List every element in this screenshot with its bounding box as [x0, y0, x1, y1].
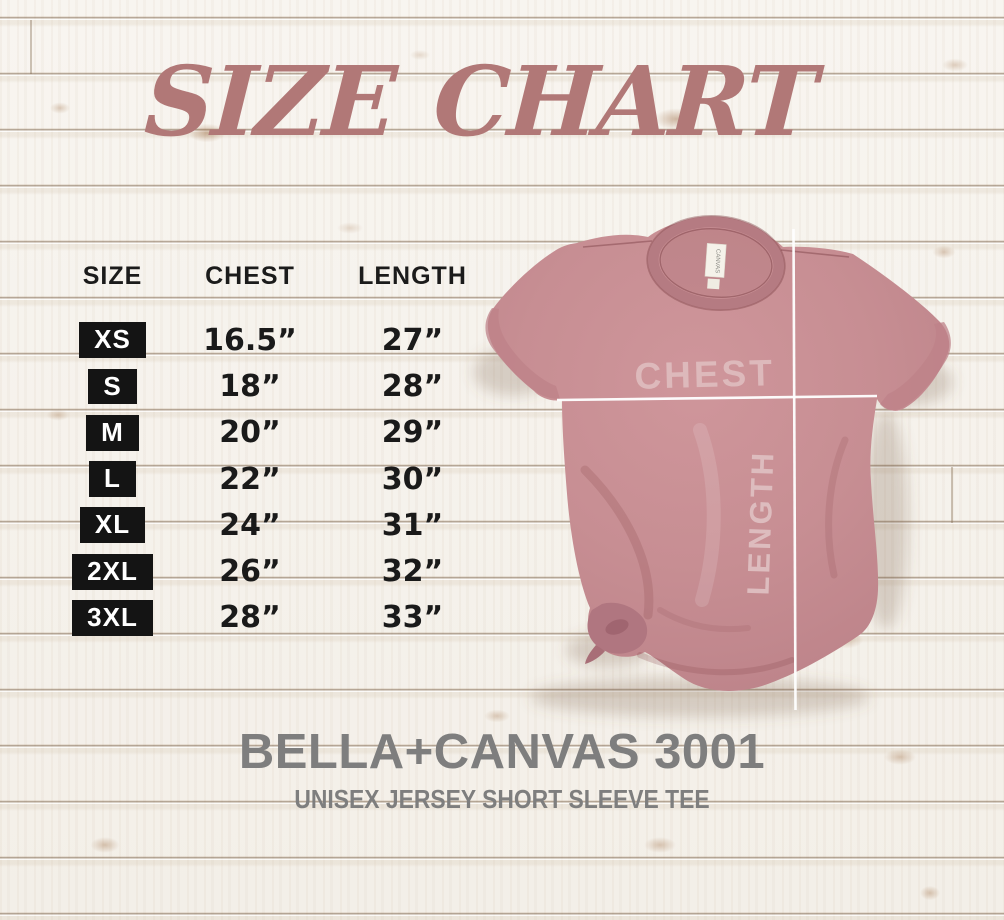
size-badge: XS: [79, 322, 146, 359]
length-value: 33”: [381, 600, 444, 636]
product-name: BELLA+CANVAS 3001: [238, 725, 766, 779]
hem-knot: [585, 602, 648, 664]
chest-value: 26”: [219, 554, 281, 590]
left-sleeve-cuff: [485, 308, 560, 399]
table-header-row: SIZE CHEST LENGTH: [50, 262, 500, 291]
length-value: 32”: [381, 554, 444, 590]
column-header-length: LENGTH: [358, 262, 467, 290]
chest-label: CHEST: [634, 352, 775, 397]
length-measure-line: [792, 228, 797, 711]
column-header-size: SIZE: [82, 262, 143, 290]
column-header-chest: CHEST: [205, 262, 295, 290]
table-row: M 20” 29”: [50, 410, 500, 456]
length-value: 29”: [381, 415, 444, 451]
product-subtitle-text: UNISEX JERSEY SHORT SLEEVE TEE: [294, 784, 710, 814]
size-badge: XL: [79, 507, 146, 544]
neck-tag: CANVAS: [704, 243, 727, 290]
table-row: S 18” 28”: [50, 363, 500, 409]
length-value: 31”: [381, 507, 444, 543]
neck-tag-text: CANVAS: [714, 249, 721, 273]
tshirt-body: [487, 218, 950, 691]
table-row: XL 24” 31”: [50, 502, 500, 548]
chest-value: 24”: [219, 507, 281, 543]
chest-measure-line: [556, 394, 878, 402]
length-value: 30”: [381, 461, 444, 497]
table-row: L 22” 30”: [50, 456, 500, 502]
length-value: 28”: [381, 368, 444, 404]
size-badge: 2XL: [72, 553, 153, 590]
table-body: XS 16.5” 27” S 18” 28” M 20” 29” L 22” 3…: [50, 317, 500, 641]
right-sleeve-cuff: [880, 322, 951, 411]
plank-joint: [951, 467, 953, 523]
size-badge: S: [88, 368, 137, 405]
chest-value: 16.5”: [203, 322, 297, 358]
size-badge: 3XL: [72, 599, 153, 636]
plank-joint: [30, 20, 32, 74]
length-label: LENGTH: [740, 449, 780, 596]
table-row: XS 16.5” 27”: [50, 317, 500, 363]
size-badge: M: [86, 414, 139, 451]
chest-value: 28”: [219, 600, 281, 636]
length-value: 27”: [381, 322, 444, 358]
size-table: SIZE CHEST LENGTH XS 16.5” 27” S 18” 28”…: [50, 262, 500, 641]
fabric-wrinkles: [580, 423, 849, 676]
size-badge: L: [89, 461, 136, 497]
chest-value: 20”: [219, 415, 281, 451]
table-row: 2XL 26” 32”: [50, 548, 500, 594]
chest-value: 18”: [219, 368, 281, 404]
product-subtitle: UNISEX JERSEY SHORT SLEEVE TEE: [0, 784, 1004, 815]
chest-value: 22”: [219, 461, 281, 497]
table-row: 3XL 28” 33”: [50, 595, 500, 641]
